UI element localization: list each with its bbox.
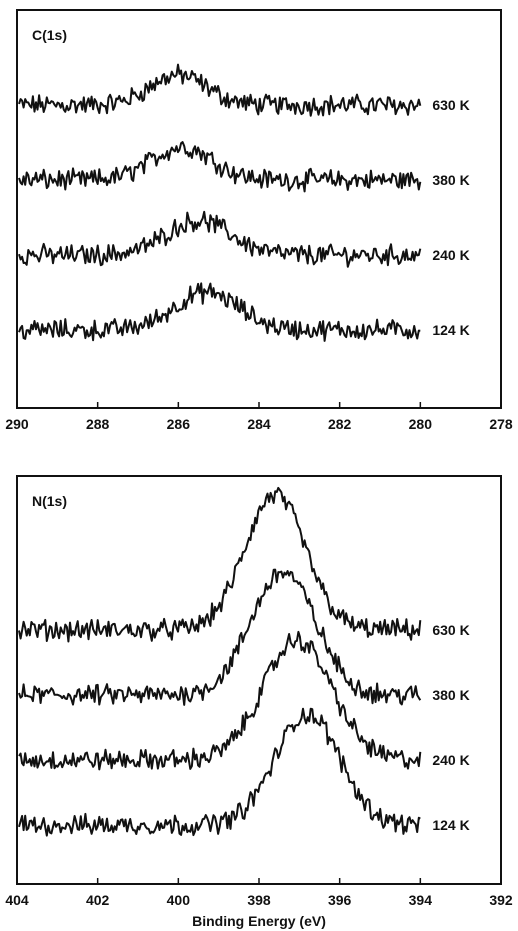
- x-tick-label: 280: [409, 416, 433, 432]
- x-tick-label: 286: [167, 416, 191, 432]
- x-tick-label: 288: [86, 416, 110, 432]
- series-label: 240 K: [432, 752, 469, 768]
- n1s-panel: N(1s) 404 402 400 398 396 394 392 630 K 380 K 240 …: [5, 475, 513, 929]
- x-tick-label: 398: [247, 892, 271, 908]
- panel-label: N(1s): [32, 493, 67, 509]
- series-label: 124 K: [432, 817, 469, 833]
- x-tick-label: 402: [86, 892, 110, 908]
- series-label: 630 K: [432, 97, 469, 113]
- spectrum-trace-630k: [18, 486, 422, 643]
- panel-label: C(1s): [32, 27, 67, 43]
- spectrum-trace-380k: [18, 568, 422, 706]
- x-axis-title: Binding Energy (eV): [192, 913, 326, 929]
- x-tick-label: 282: [328, 416, 352, 432]
- x-tick-label: 392: [489, 892, 513, 908]
- x-tick-label: 404: [5, 892, 29, 908]
- plot-frame: [16, 9, 502, 409]
- series-label: 380 K: [432, 687, 469, 703]
- series-label: 240 K: [432, 247, 469, 263]
- x-tick-label: 396: [328, 892, 352, 908]
- spectrum-trace-380k: [18, 141, 422, 193]
- spectrum-trace-124k: [18, 282, 421, 342]
- spectrum-trace-124k: [18, 707, 421, 837]
- x-tick-label: 290: [5, 416, 29, 432]
- series-label: 380 K: [432, 172, 469, 188]
- series-label: 630 K: [432, 622, 469, 638]
- x-tick-label: 278: [489, 416, 513, 432]
- x-tick-label: 284: [247, 416, 271, 432]
- plot-frame: [16, 475, 502, 885]
- spectrum-trace-240k: [18, 210, 422, 268]
- spectrum-trace-630k: [18, 63, 422, 117]
- x-tick-label: 394: [409, 892, 433, 908]
- series-label: 124 K: [432, 322, 469, 338]
- spectrum-trace-240k: [18, 630, 422, 771]
- x-tick-label: 400: [167, 892, 191, 908]
- c1s-panel: C(1s) 290 288 286 284 282 280 278 630 K 380 K 240 …: [5, 9, 513, 432]
